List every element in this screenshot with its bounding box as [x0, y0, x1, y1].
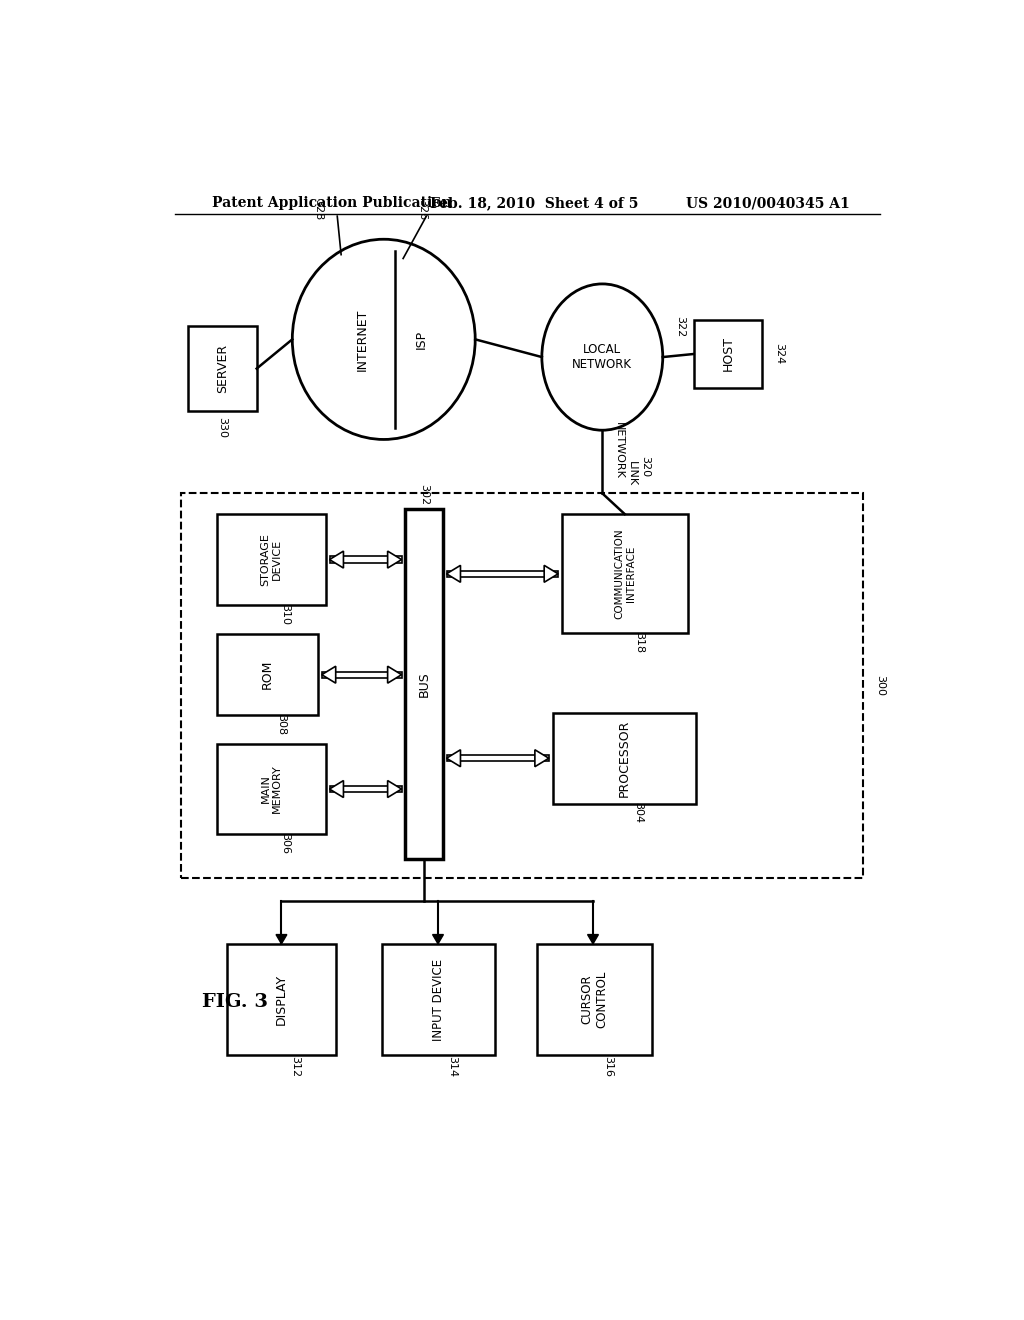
Text: COMMUNICATION
INTERFACE: COMMUNICATION INTERFACE: [614, 528, 636, 619]
Text: Feb. 18, 2010  Sheet 4 of 5: Feb. 18, 2010 Sheet 4 of 5: [430, 197, 639, 210]
Polygon shape: [388, 780, 401, 797]
Polygon shape: [432, 935, 443, 944]
Polygon shape: [535, 750, 549, 767]
Text: FIG. 3: FIG. 3: [202, 993, 267, 1011]
Text: STORAGE
DEVICE: STORAGE DEVICE: [260, 533, 283, 586]
Text: SERVER: SERVER: [216, 345, 229, 393]
Text: 316: 316: [603, 1056, 613, 1077]
Text: INTERNET: INTERNET: [355, 308, 369, 371]
Text: 304: 304: [633, 803, 643, 824]
Bar: [382, 944, 495, 1056]
Text: 306: 306: [281, 833, 291, 854]
Polygon shape: [588, 935, 598, 944]
Text: 314: 314: [447, 1056, 458, 1077]
Ellipse shape: [542, 284, 663, 430]
Text: 330: 330: [217, 417, 227, 438]
Text: ISP: ISP: [415, 330, 427, 348]
Text: 312: 312: [291, 1056, 300, 1077]
Bar: [553, 713, 696, 804]
Text: CURSOR
CONTROL: CURSOR CONTROL: [581, 972, 608, 1028]
Bar: [188, 326, 257, 411]
Text: US 2010/0040345 A1: US 2010/0040345 A1: [686, 197, 850, 210]
Text: LINK: LINK: [627, 461, 637, 486]
Bar: [227, 944, 336, 1056]
Ellipse shape: [292, 239, 475, 440]
Polygon shape: [330, 780, 343, 797]
Text: BUS: BUS: [418, 671, 430, 697]
Bar: [322, 672, 401, 677]
Bar: [562, 513, 687, 634]
Text: DISPLAY: DISPLAY: [275, 974, 288, 1026]
Polygon shape: [388, 667, 401, 684]
Text: MAIN
MEMORY: MAIN MEMORY: [260, 764, 283, 813]
Bar: [406, 508, 442, 859]
Polygon shape: [544, 565, 558, 582]
Polygon shape: [276, 935, 287, 944]
Bar: [446, 570, 558, 577]
Text: HOST: HOST: [721, 337, 734, 371]
Text: 326: 326: [418, 199, 427, 220]
Polygon shape: [330, 552, 343, 568]
Bar: [217, 513, 326, 605]
Text: PROCESSOR: PROCESSOR: [617, 719, 631, 797]
Bar: [330, 785, 401, 792]
Bar: [693, 321, 762, 388]
Bar: [217, 743, 326, 834]
Bar: [538, 944, 652, 1056]
Text: LOCAL
NETWORK: LOCAL NETWORK: [572, 343, 632, 371]
Text: INPUT DEVICE: INPUT DEVICE: [432, 958, 444, 1040]
Text: 300: 300: [874, 676, 885, 697]
Polygon shape: [322, 667, 336, 684]
Polygon shape: [446, 750, 461, 767]
Text: 310: 310: [281, 603, 291, 624]
Text: NETWORK: NETWORK: [614, 422, 625, 479]
Text: 318: 318: [634, 632, 644, 653]
Text: 308: 308: [276, 714, 287, 735]
Text: 302: 302: [419, 484, 429, 506]
Bar: [446, 755, 549, 762]
Bar: [180, 494, 862, 878]
Text: 328: 328: [313, 199, 323, 220]
Bar: [330, 557, 401, 562]
Text: ROM: ROM: [261, 660, 274, 689]
Polygon shape: [446, 565, 461, 582]
Bar: [217, 635, 317, 715]
Text: 324: 324: [774, 343, 784, 364]
Text: 320: 320: [640, 455, 650, 477]
Text: Patent Application Publication: Patent Application Publication: [212, 197, 452, 210]
Polygon shape: [388, 552, 401, 568]
Text: 322: 322: [675, 315, 685, 337]
